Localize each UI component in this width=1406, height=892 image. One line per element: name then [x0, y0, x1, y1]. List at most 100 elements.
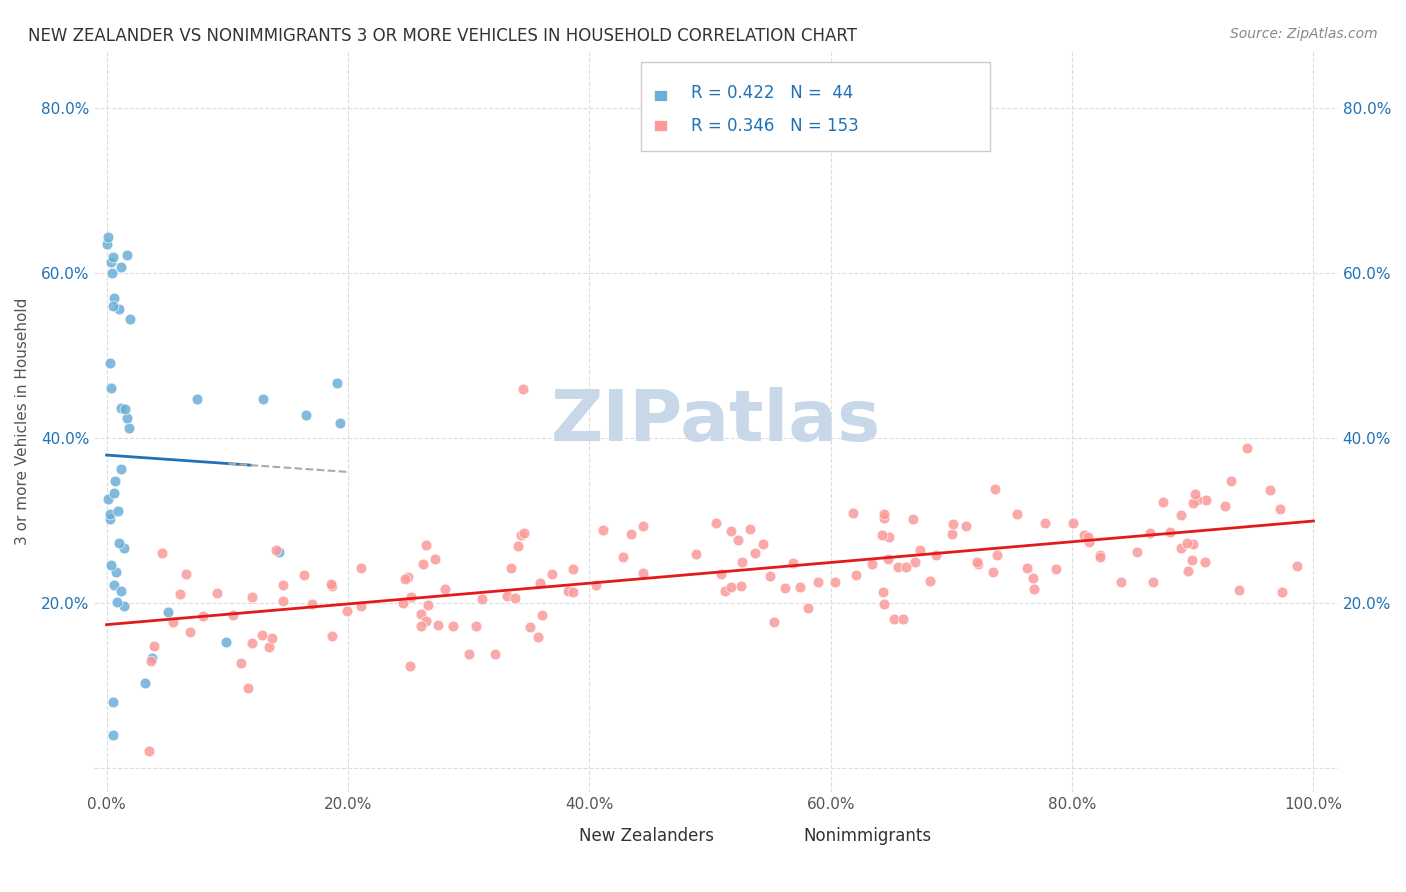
- Point: [519, 620, 541, 634]
- Point: [98, 512, 121, 526]
- Point: [1220, 474, 1243, 488]
- Point: [727, 533, 749, 548]
- Point: [731, 555, 754, 569]
- Point: [557, 584, 579, 599]
- Point: [512, 525, 534, 540]
- Point: [117, 411, 139, 425]
- Point: [1109, 574, 1132, 589]
- Point: [409, 619, 432, 633]
- Point: [394, 572, 416, 586]
- Point: [633, 519, 655, 533]
- Point: [1159, 524, 1181, 539]
- Point: [103, 291, 125, 305]
- Text: R = 0.346   N = 153: R = 0.346 N = 153: [692, 117, 859, 135]
- Point: [508, 539, 530, 553]
- Point: [925, 548, 948, 562]
- Point: [484, 647, 506, 661]
- Point: [1045, 561, 1067, 575]
- Point: [156, 605, 179, 619]
- Point: [101, 695, 124, 709]
- Point: [1181, 553, 1204, 567]
- Point: [98, 356, 121, 370]
- Point: [503, 591, 526, 606]
- Point: [904, 555, 927, 569]
- Point: [391, 596, 413, 610]
- Point: [215, 635, 238, 649]
- Point: [103, 578, 125, 592]
- Point: [495, 589, 517, 603]
- Point: [1062, 516, 1084, 531]
- Point: [471, 592, 494, 607]
- Point: [96, 236, 118, 251]
- Point: [763, 615, 786, 629]
- Point: [134, 676, 156, 690]
- Point: [984, 482, 1007, 496]
- Point: [141, 651, 163, 665]
- Point: [98, 508, 121, 522]
- Point: [169, 587, 191, 601]
- Point: [179, 625, 201, 640]
- Text: R = 0.422   N =  44: R = 0.422 N = 44: [692, 84, 853, 102]
- Point: [1017, 561, 1039, 575]
- Point: [901, 512, 924, 526]
- Point: [1022, 571, 1045, 585]
- Point: [319, 576, 342, 591]
- Point: [918, 574, 941, 589]
- Bar: [654, 120, 666, 131]
- Point: [458, 648, 481, 662]
- Point: [1195, 492, 1218, 507]
- Point: [714, 584, 737, 599]
- Point: [1073, 528, 1095, 542]
- Point: [222, 608, 245, 623]
- Point: [529, 575, 551, 590]
- Point: [1077, 530, 1099, 544]
- Point: [1271, 585, 1294, 599]
- Point: [1170, 541, 1192, 555]
- Point: [592, 523, 614, 537]
- Y-axis label: 3 or more Vehicles in Household: 3 or more Vehicles in Household: [15, 298, 30, 545]
- Bar: [541, 833, 574, 852]
- Point: [409, 607, 432, 621]
- Point: [1139, 526, 1161, 541]
- Point: [941, 526, 963, 541]
- Point: [139, 654, 162, 668]
- Point: [110, 401, 132, 415]
- Point: [773, 581, 796, 595]
- Point: [499, 561, 522, 575]
- Text: NEW ZEALANDER VS NONIMMIGRANTS 3 OR MORE VEHICLES IN HOUSEHOLD CORRELATION CHART: NEW ZEALANDER VS NONIMMIGRANTS 3 OR MORE…: [28, 27, 858, 45]
- Point: [873, 507, 896, 521]
- Point: [807, 575, 830, 590]
- Point: [415, 614, 437, 628]
- Point: [894, 560, 917, 574]
- Point: [100, 266, 122, 280]
- Point: [412, 557, 434, 571]
- Point: [423, 552, 446, 566]
- Point: [110, 583, 132, 598]
- Point: [138, 744, 160, 758]
- Point: [540, 567, 562, 582]
- Point: [321, 579, 343, 593]
- Point: [101, 299, 124, 313]
- Point: [112, 599, 135, 613]
- Point: [782, 557, 804, 571]
- Point: [321, 629, 343, 643]
- Point: [883, 612, 905, 626]
- Point: [562, 562, 585, 576]
- Point: [612, 549, 634, 564]
- Point: [789, 580, 811, 594]
- FancyBboxPatch shape: [641, 62, 990, 151]
- Point: [257, 640, 280, 654]
- Point: [1170, 508, 1192, 522]
- Bar: [754, 833, 785, 852]
- Point: [891, 612, 914, 626]
- Point: [118, 420, 141, 434]
- Point: [510, 528, 533, 542]
- Point: [150, 546, 173, 560]
- Point: [104, 474, 127, 488]
- Text: ZIPatlas: ZIPatlas: [551, 387, 882, 456]
- Point: [250, 627, 273, 641]
- Point: [1033, 516, 1056, 530]
- Point: [242, 590, 264, 604]
- Point: [326, 376, 349, 390]
- Point: [620, 527, 643, 541]
